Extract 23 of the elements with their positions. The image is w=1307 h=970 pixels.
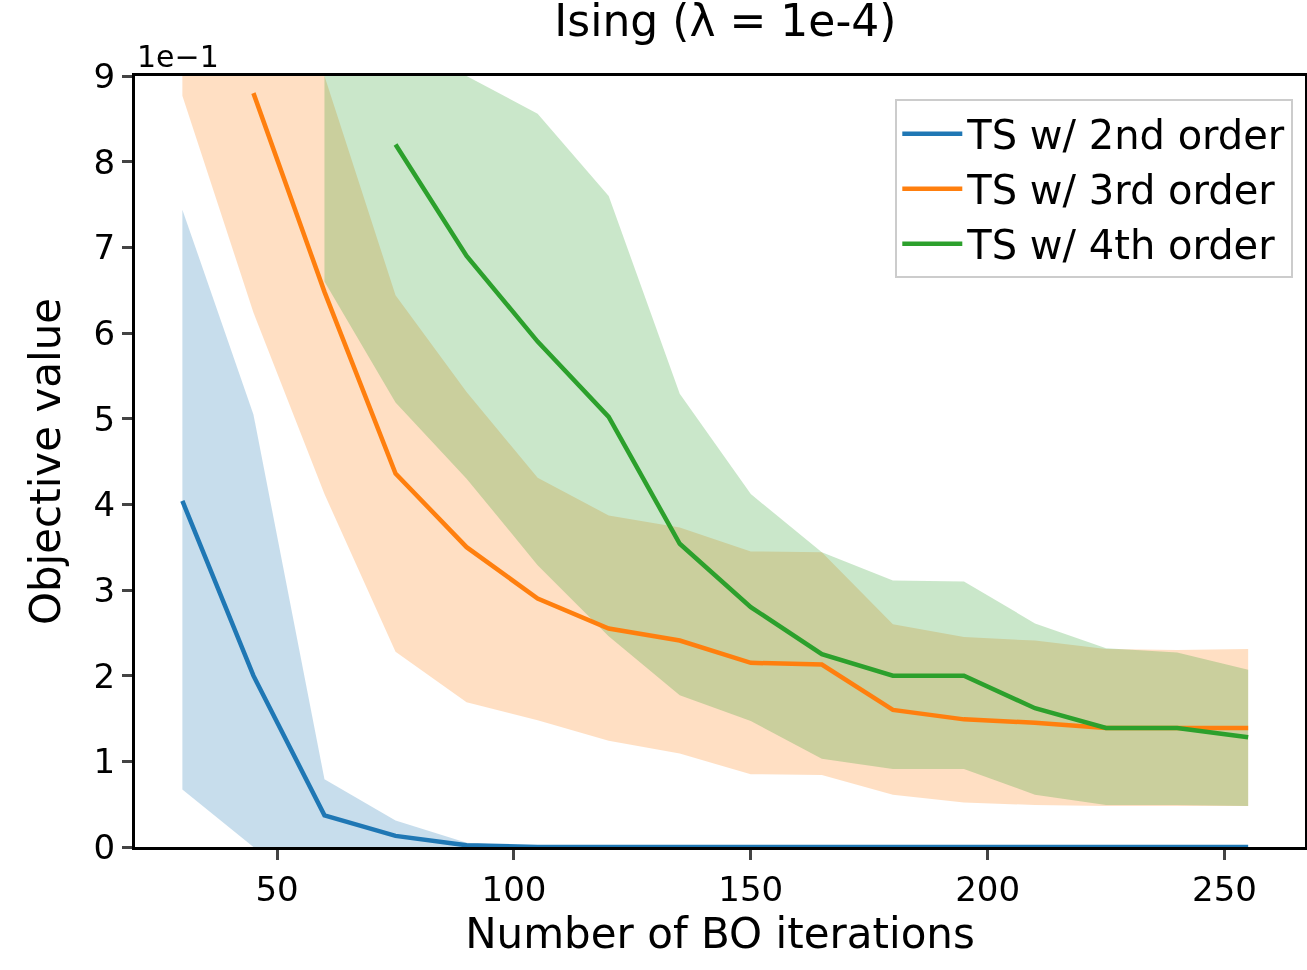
y-tick-label: 0 — [93, 826, 116, 867]
line-series — [180, 498, 1251, 847]
chart-title: Ising (λ = 1e-4) — [554, 0, 897, 46]
y-tick-label: 3 — [93, 569, 116, 610]
x-tick-label: 50 — [255, 868, 299, 909]
text: 1e−1 — [137, 39, 219, 74]
y-tick-label: 6 — [93, 312, 116, 353]
y-tick-label: 9 — [93, 55, 116, 96]
x-tick-label: 200 — [955, 868, 1021, 909]
legend-label: TS w/ 4th order — [966, 222, 1276, 269]
y-tick-label: 8 — [93, 141, 116, 182]
x-tick-label: 150 — [718, 868, 784, 909]
y-axis-title: Objective value — [21, 297, 71, 626]
y-tick-label: 1 — [93, 741, 116, 782]
x-tick-label: 250 — [1192, 868, 1257, 909]
y-tick-label: 7 — [93, 227, 116, 268]
y-tick-label: 4 — [93, 484, 116, 525]
legend-label: TS w/ 2nd order — [966, 112, 1285, 159]
y-tick-label: 5 — [93, 398, 116, 439]
y-tick-label: 2 — [93, 655, 116, 696]
legend-label: TS w/ 3rd order — [966, 167, 1276, 214]
x-tick-label: 100 — [481, 868, 547, 909]
x-axis-title: Number of BO iterations — [465, 908, 975, 958]
